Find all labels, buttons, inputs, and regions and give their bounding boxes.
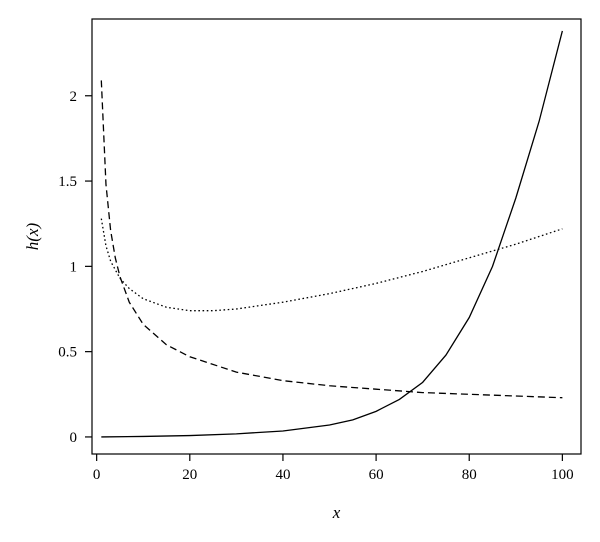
x-axis-ticks: 0 20 40 60 80 100 [93, 454, 574, 483]
y-tick-label: 2 [70, 89, 78, 105]
x-tick-label: 40 [275, 467, 290, 483]
x-tick-label: 20 [182, 467, 197, 483]
series-line-2-dashed [100, 80, 563, 399]
y-tick-label: 0 [70, 430, 78, 446]
y-axis-ticks: 0 0.5 1 1.5 2 [58, 89, 92, 446]
x-axis-label: x [332, 503, 341, 522]
x-tick-label: 100 [551, 467, 574, 483]
y-tick-label: 1.5 [58, 174, 77, 190]
series-layer [100, 30, 563, 438]
x-tick-label: 80 [462, 467, 477, 483]
series-line-3-dotted [100, 218, 563, 312]
x-tick-label: 0 [93, 467, 101, 483]
y-axis-label: h(x) [23, 222, 42, 250]
plot-frame [91, 18, 582, 455]
y-tick-label: 1 [70, 259, 78, 275]
y-tick-label: 0.5 [58, 345, 77, 361]
series-line-1-solid [101, 30, 563, 438]
x-tick-label: 60 [369, 467, 384, 483]
